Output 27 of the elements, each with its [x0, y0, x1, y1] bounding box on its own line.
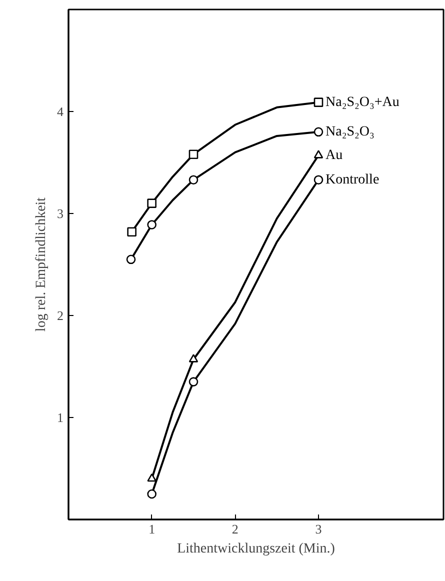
series-label: Kontrolle [326, 172, 380, 188]
y-tick-label: 2 [57, 308, 64, 323]
point [126, 254, 136, 264]
y-axis-title: log rel. Empfindlichkeit [34, 197, 49, 332]
x-axis-title: Lithentwicklungszeit (Min.) [177, 542, 336, 556]
series-label: Au [326, 148, 343, 163]
point [127, 227, 136, 237]
point [188, 377, 198, 386]
point [314, 150, 324, 158]
point [188, 175, 198, 184]
point [314, 127, 324, 137]
point [314, 98, 324, 107]
point [188, 354, 198, 362]
point [147, 198, 156, 208]
series-label: Na₂S₂O₃+Au [326, 94, 400, 110]
y-tick-label: 1 [57, 410, 64, 425]
series-label: Na₂S₂O₃ [326, 124, 374, 140]
x-tick-label: 1 [148, 522, 156, 536]
y-tick-label: 4 [57, 104, 64, 119]
point [188, 150, 198, 159]
point [147, 220, 156, 230]
x-tick-label: 3 [315, 522, 322, 536]
point [147, 489, 156, 499]
y-tick-label: 3 [57, 206, 64, 221]
point [314, 175, 324, 184]
x-tick-label: 2 [232, 522, 238, 536]
point [147, 473, 156, 482]
